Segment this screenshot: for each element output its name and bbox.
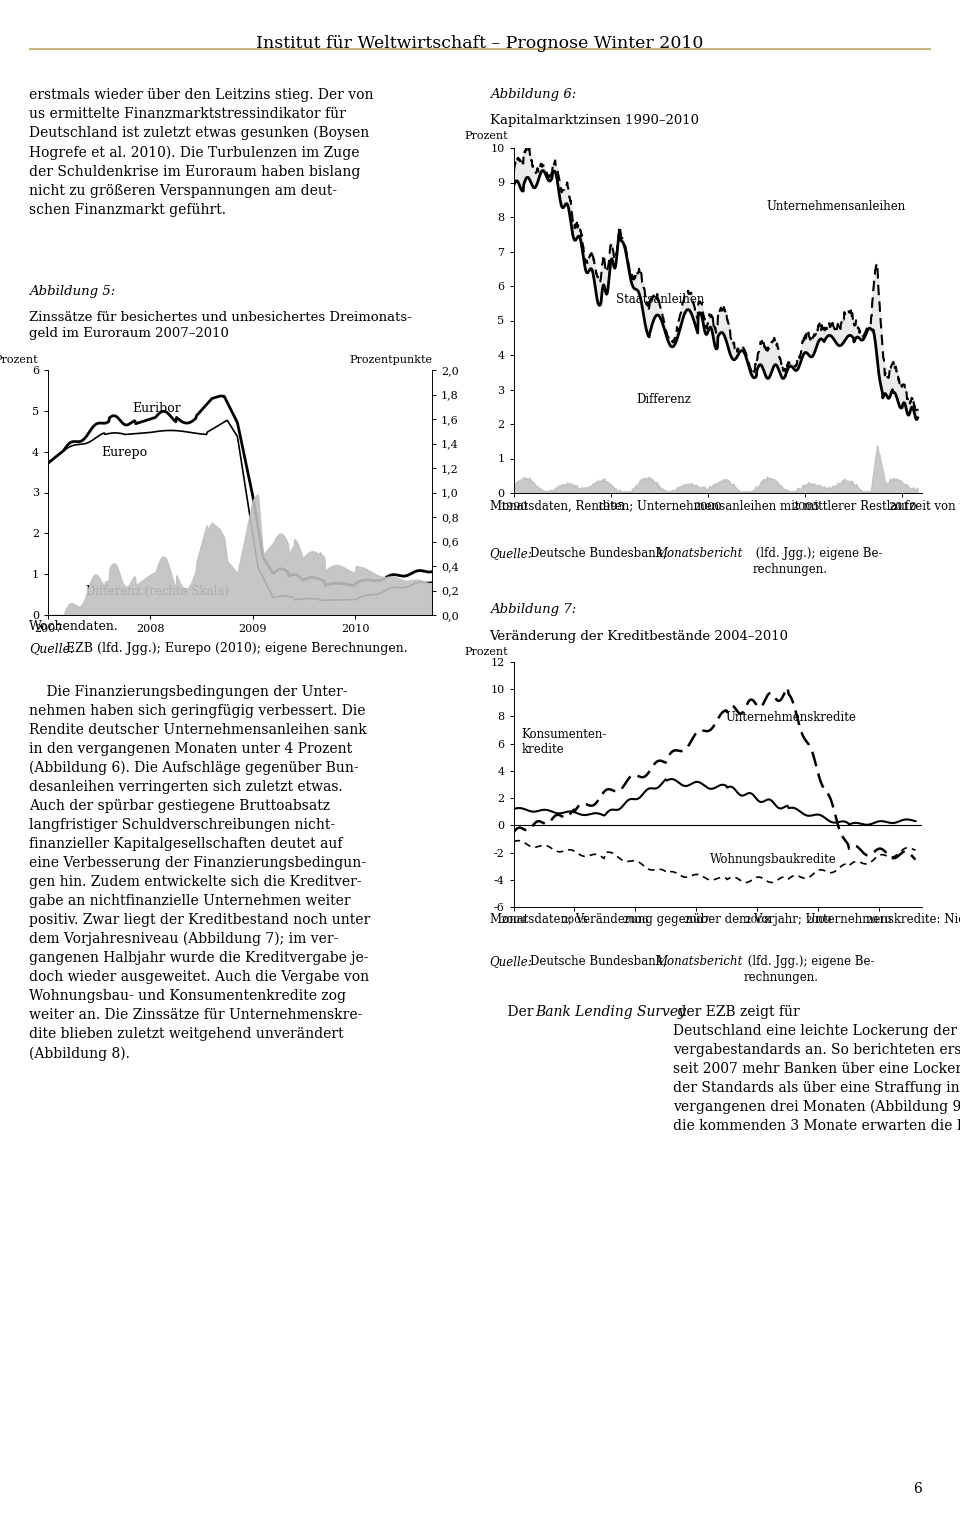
Text: (lfd. Jgg.); eigene Be-
rechnungen.: (lfd. Jgg.); eigene Be- rechnungen. (743, 955, 874, 984)
Text: Euribor: Euribor (132, 402, 181, 414)
Text: Quelle:: Quelle: (490, 547, 533, 560)
Text: Unternehmensanleihen: Unternehmensanleihen (766, 200, 906, 213)
Text: Bank Lending Survey: Bank Lending Survey (536, 1005, 686, 1019)
Text: der EZB zeigt für
Deutschland eine leichte Lockerung der Kredit-
vergabestandard: der EZB zeigt für Deutschland eine leich… (673, 1005, 960, 1133)
Text: Kapitalmarktzinsen 1990–2010: Kapitalmarktzinsen 1990–2010 (490, 114, 699, 128)
Text: Quelle:: Quelle: (29, 643, 74, 655)
Text: Die Finanzierungsbedingungen der Unter-
nehmen haben sich geringfügig verbessert: Die Finanzierungsbedingungen der Unter- … (29, 685, 370, 1060)
Text: Abbildung 5:: Abbildung 5: (29, 285, 115, 299)
Text: (lfd. Jgg.); eigene Be-
rechnungen.: (lfd. Jgg.); eigene Be- rechnungen. (753, 547, 883, 577)
Text: Staatsanleihen: Staatsanleihen (615, 294, 704, 306)
Text: Wohnungsbaukredite: Wohnungsbaukredite (709, 853, 836, 867)
Text: Eurepo: Eurepo (102, 446, 148, 458)
Text: Konsumenten-
kredite: Konsumenten- kredite (522, 728, 607, 755)
Text: Differenz (rechte Skala): Differenz (rechte Skala) (86, 585, 229, 599)
Text: Quelle:: Quelle: (490, 955, 533, 969)
Text: Abbildung 6:: Abbildung 6: (490, 88, 576, 101)
Text: Prozent: Prozent (465, 647, 508, 656)
Text: Differenz: Differenz (636, 393, 691, 407)
Text: Prozentpunkte: Prozentpunkte (349, 355, 432, 366)
Text: Der: Der (490, 1005, 538, 1019)
Text: Zinssätze für besichertes und unbesichertes Dreimonats-
geld im Euroraum 2007–20: Zinssätze für besichertes und unbesicher… (29, 311, 412, 340)
Text: Prozent: Prozent (465, 131, 508, 142)
Text: Monatsdaten, Renditen; Unternehmensanleihen mit mittlerer Restlaufzeit von über : Monatsdaten, Renditen; Unternehmensanlei… (490, 500, 960, 513)
Text: Deutsche Bundesbank,: Deutsche Bundesbank, (530, 955, 671, 969)
Text: Monatsbericht: Monatsbericht (655, 955, 743, 969)
Text: Prozent: Prozent (0, 355, 37, 366)
Text: Wochendaten.: Wochendaten. (29, 620, 118, 634)
Text: Institut für Weltwirtschaft – Prognose Winter 2010: Institut für Weltwirtschaft – Prognose W… (256, 35, 704, 52)
Text: Veränderung der Kreditbestände 2004–2010: Veränderung der Kreditbestände 2004–2010 (490, 631, 788, 643)
Text: 6: 6 (913, 1482, 922, 1496)
Text: EZB (lfd. Jgg.); Eurepo (2010); eigene Berechnungen.: EZB (lfd. Jgg.); Eurepo (2010); eigene B… (61, 643, 407, 655)
Text: Deutsche Bundesbank,: Deutsche Bundesbank, (530, 547, 671, 560)
Text: Abbildung 7:: Abbildung 7: (490, 603, 576, 615)
Text: Monatsbericht: Monatsbericht (655, 547, 743, 560)
Text: erstmals wieder über den Leitzins stieg. Der von
us ermittelte Finanzmarktstress: erstmals wieder über den Leitzins stieg.… (29, 88, 373, 216)
Text: Unternehmenskredite: Unternehmenskredite (726, 711, 856, 723)
Text: Monatsdaten; Veränderung gegenüber dem Vorjahr; Unternehmenskredite: Nichtfinanz: Monatsdaten; Veränderung gegenüber dem V… (490, 912, 960, 926)
